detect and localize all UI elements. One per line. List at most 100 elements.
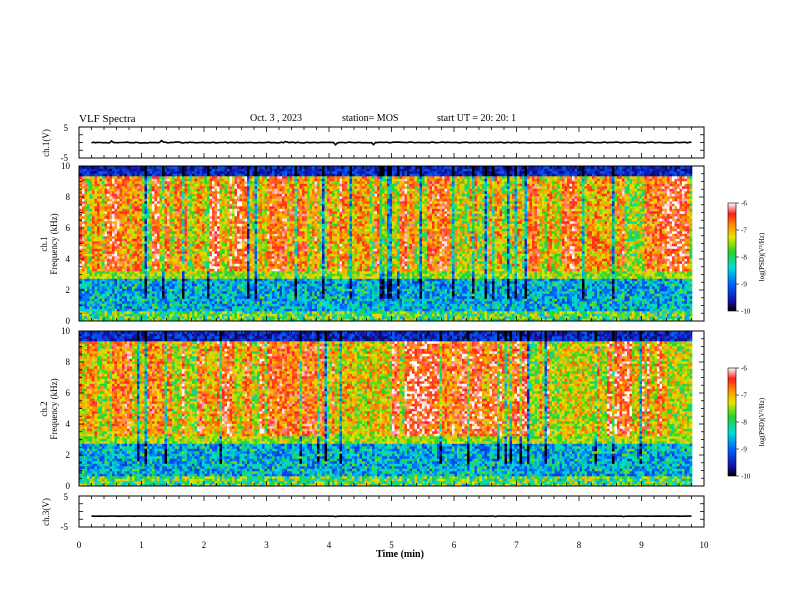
spectrogram-cell bbox=[110, 271, 113, 274]
spectrogram-cell bbox=[95, 289, 98, 292]
spectrogram-cell bbox=[127, 196, 130, 199]
spectrogram-cell bbox=[112, 241, 115, 244]
spectrogram-cell bbox=[132, 226, 135, 229]
spectrogram-cell bbox=[87, 276, 90, 279]
spectrogram-cell bbox=[130, 226, 133, 229]
spectrogram-cell bbox=[107, 221, 110, 224]
spectrogram-cell bbox=[95, 211, 98, 214]
spectrogram-cell bbox=[120, 189, 123, 192]
spectrogram-cell bbox=[97, 221, 100, 224]
spectrogram-cell bbox=[87, 209, 90, 212]
spectrogram-cell bbox=[125, 181, 128, 184]
spectrogram-cell bbox=[127, 289, 130, 292]
spectrogram-cell bbox=[100, 301, 103, 304]
spectrogram-cell bbox=[120, 266, 123, 269]
spectrogram-cell bbox=[122, 171, 125, 174]
spectrogram-cell bbox=[97, 169, 100, 172]
spectrogram-cell bbox=[80, 184, 83, 187]
spectrogram-cell bbox=[115, 231, 118, 234]
spectrogram-cell bbox=[95, 186, 98, 189]
spectrogram-cell bbox=[140, 261, 143, 264]
spectrogram-cell bbox=[132, 314, 135, 317]
spectrogram-cell bbox=[92, 196, 95, 199]
spectrogram-cell bbox=[142, 214, 145, 217]
spectrogram-cell bbox=[100, 194, 103, 197]
spectrogram-cell bbox=[107, 236, 110, 239]
spectrogram-cell bbox=[130, 254, 133, 257]
spectrogram-cell bbox=[130, 241, 133, 244]
spectrogram-cell bbox=[92, 224, 95, 227]
spectrogram-cell bbox=[122, 289, 125, 292]
spectrogram-cell bbox=[97, 189, 100, 192]
spectrogram-cell bbox=[105, 216, 108, 219]
spectrogram-cell bbox=[120, 184, 123, 187]
spectrogram-cell bbox=[130, 274, 133, 277]
spectrogram-cell bbox=[97, 186, 100, 189]
spectrogram-cell bbox=[140, 191, 143, 194]
spectrogram-cell bbox=[125, 234, 128, 237]
spectrogram-cell bbox=[85, 211, 88, 214]
spectrogram-cell bbox=[92, 279, 95, 282]
spectrogram-cell bbox=[122, 211, 125, 214]
spectrogram-cell bbox=[137, 274, 140, 277]
spectrogram-cell bbox=[130, 229, 133, 232]
spectrogram-cell bbox=[85, 176, 88, 179]
spectrogram-cell bbox=[137, 234, 140, 237]
spectrogram-cell bbox=[95, 194, 98, 197]
spectrogram-cell bbox=[122, 316, 125, 319]
spectrogram-cell bbox=[92, 306, 95, 309]
spectrogram-cell bbox=[127, 241, 130, 244]
spectrogram-cell bbox=[80, 264, 83, 267]
spectrogram-cell bbox=[100, 179, 103, 182]
spectrogram-cell bbox=[142, 234, 145, 237]
spectrogram-cell bbox=[95, 271, 98, 274]
spectrogram-cell bbox=[82, 181, 85, 184]
spectrogram-cell bbox=[102, 256, 105, 259]
spectrogram-cell bbox=[117, 219, 120, 222]
spectrogram-cell bbox=[95, 246, 98, 249]
spectrogram-cell bbox=[145, 286, 148, 289]
spectrogram-cell bbox=[95, 184, 98, 187]
spectrogram-cell bbox=[80, 291, 83, 294]
spectrogram-cell bbox=[100, 199, 103, 202]
spectrogram-cell bbox=[105, 176, 108, 179]
spectrogram-cell bbox=[100, 169, 103, 172]
spectrogram-cell bbox=[135, 249, 138, 252]
spectrogram-cell bbox=[102, 239, 105, 242]
spectrogram-cell bbox=[97, 311, 100, 314]
spectrogram-cell bbox=[95, 316, 98, 319]
spectrogram-cell bbox=[137, 214, 140, 217]
spectrogram-cell bbox=[130, 211, 133, 214]
spectrogram-cell bbox=[80, 279, 83, 282]
spectrogram-cell bbox=[105, 211, 108, 214]
spectrogram-cell bbox=[112, 176, 115, 179]
spectrogram-cell bbox=[110, 201, 113, 204]
spectrogram-cell bbox=[112, 189, 115, 192]
spectrogram-cell bbox=[112, 311, 115, 314]
spectrogram-cell bbox=[105, 264, 108, 267]
spectrogram-cell bbox=[87, 229, 90, 232]
spectrogram-cell bbox=[102, 201, 105, 204]
spectrogram-cell bbox=[90, 284, 93, 287]
spectrogram-cell bbox=[85, 186, 88, 189]
spectrogram-cell bbox=[120, 261, 123, 264]
spectrogram-cell bbox=[122, 236, 125, 239]
spectrogram-cell bbox=[105, 191, 108, 194]
spectrogram-cell bbox=[87, 206, 90, 209]
spectrogram-cell bbox=[100, 256, 103, 259]
spectrogram-cell bbox=[125, 241, 128, 244]
spectrogram-cell bbox=[102, 254, 105, 257]
spectrogram-cell bbox=[132, 199, 135, 202]
spectrogram-cell bbox=[102, 236, 105, 239]
spectrogram-cell bbox=[117, 239, 120, 242]
spectrogram-cell bbox=[135, 194, 138, 197]
spectrogram-cell bbox=[105, 316, 108, 319]
spectrogram-cell bbox=[95, 259, 98, 262]
spectrogram-cell bbox=[87, 314, 90, 317]
spectrogram-cell bbox=[95, 219, 98, 222]
spectrogram-cell bbox=[95, 304, 98, 307]
spectrogram-cell bbox=[142, 291, 145, 294]
spectrogram-cell bbox=[85, 174, 88, 177]
spectrogram-cell bbox=[125, 294, 128, 297]
spectrogram-cell bbox=[125, 174, 128, 177]
